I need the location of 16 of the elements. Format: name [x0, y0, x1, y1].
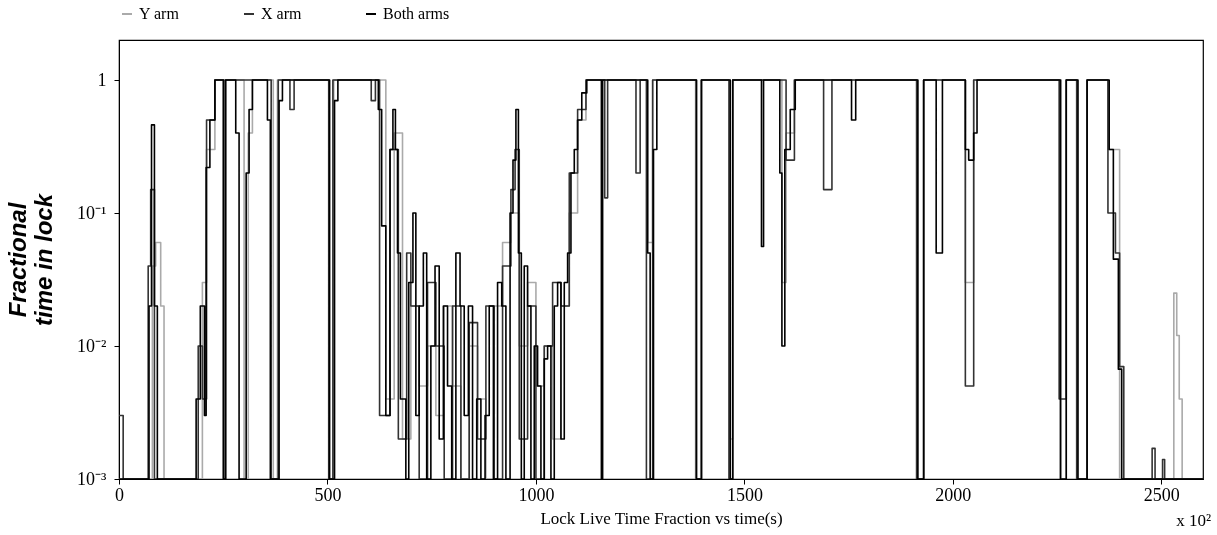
x-tick-label: 2000 [935, 484, 972, 505]
legend-label: Y arm [139, 5, 180, 22]
y-tick-label: 10⁻¹ [77, 202, 107, 223]
y-axis-title: Fractional time in lock [4, 192, 58, 327]
x-tick-label: 1000 [518, 484, 555, 505]
y-tick-label: 1 [97, 69, 107, 90]
text: x 10² [1176, 511, 1211, 530]
x-tick-label: 0 [115, 484, 124, 505]
legend-label: X arm [261, 5, 302, 22]
x-tick-label: 1500 [726, 484, 763, 505]
legend-label: Both arms [383, 5, 450, 22]
x-tick-label: 500 [314, 484, 342, 505]
y-tick-label: 10⁻³ [77, 468, 108, 489]
y-tick-label: 10⁻² [77, 335, 107, 356]
x-axis-title: Lock Live Time Fraction vs time(s) [540, 508, 783, 528]
x-tick-label: 2500 [1143, 484, 1180, 505]
